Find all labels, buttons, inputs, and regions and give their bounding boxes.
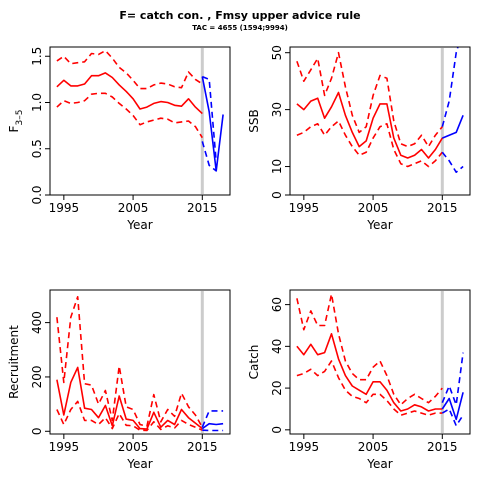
panel-1-x-tick-label: 1995 <box>49 201 80 215</box>
panel-3-x-axis-title: Year <box>126 457 152 471</box>
panel-1-historical-bound-line-3 <box>57 93 202 137</box>
panel-4-projection-bound-line-5 <box>442 353 463 405</box>
panel-4: 1995 2005 2015 0 20 40 60 Year Catch <box>247 290 470 471</box>
panel-3-historical-bound-line-3 <box>57 401 202 430</box>
panel-2-y-tick-label: 0 <box>270 191 284 199</box>
panel-4-y-tick-label: 20 <box>270 380 284 395</box>
panel-3-y-tick-label: 400 <box>30 311 44 334</box>
panel-4-y-tick-label: 0 <box>270 426 284 434</box>
panel-3-series-group <box>57 297 223 431</box>
panel-1-y-axis-title: F3–5 <box>7 110 25 133</box>
panel-3-x-tick-label: 1995 <box>49 440 80 454</box>
panel-1-y-tick-label: 1.0 <box>30 93 44 112</box>
panel-1-y-tick-label: 1.5 <box>30 47 44 66</box>
panel-1-historical-estimate-line-1 <box>57 73 202 114</box>
panel-2-projection-estimate-line-4 <box>442 115 463 138</box>
panel-2-y-tick-label: 10 <box>270 159 284 174</box>
panel-2-projection-bound-line-6 <box>442 152 463 172</box>
panel-1-historical-bound-line-2 <box>57 51 202 89</box>
panel-4-x-axis-title: Year <box>366 457 392 471</box>
panel-3-projection-estimate-line-4 <box>202 424 223 429</box>
panel-1-y-tick-label: 0.5 <box>30 139 44 158</box>
panel-2-y-axis-title: SSB <box>247 109 261 132</box>
panel-4-x-tick-label: 1995 <box>289 440 320 454</box>
panel-2-y-tick-label: 50 <box>270 45 284 60</box>
panel-4-x-tick-label: 2015 <box>427 440 458 454</box>
panel-3-y-axis-title: Recruitment <box>7 325 21 399</box>
panel-1-y-tick-label: 0.0 <box>30 185 44 204</box>
panel-4-x-tick-label: 2005 <box>358 440 389 454</box>
panel-3-historical-bound-line-2 <box>57 297 202 427</box>
panel-1-y-axis-title-subscript: 3–5 <box>15 110 25 126</box>
panel-1-x-axis-title: Year <box>126 218 152 232</box>
panel-2-y-tick-label: 30 <box>270 102 284 117</box>
panel-3-x-tick-label: 2005 <box>118 440 149 454</box>
panel-2-projection-bound-line-5 <box>442 30 463 127</box>
panel-2-x-axis-title: Year <box>366 218 392 232</box>
panel-2-x-tick-label: 1995 <box>289 201 320 215</box>
panel-1-x-tick-label: 2005 <box>118 201 149 215</box>
panel-4-y-tick-label: 60 <box>270 297 284 312</box>
figure-title: F= catch con. , Fmsy upper advice rule <box>0 9 480 22</box>
panel-1-x-tick-label: 2015 <box>187 201 218 215</box>
panel-4-y-axis-title: Catch <box>247 345 261 380</box>
panel-1-series-group <box>57 51 223 171</box>
figure-subtitle: TAC = 4655 (1594;9994) <box>0 24 480 32</box>
panel-4-projection-bound-line-6 <box>442 409 463 426</box>
panel-1: 1995 2005 2015 0.0 0.5 1.0 1.5 Year F3–5 <box>6 47 230 232</box>
panel-3: 1995 2005 2015 0 200 400 Year Recruitment <box>7 290 230 471</box>
panel-4-y-tick-label: 40 <box>270 339 284 354</box>
panel-3-x-tick-label: 2015 <box>187 440 218 454</box>
panel-3-y-tick-label: 0 <box>30 427 44 435</box>
panel-2: 1995 2005 2015 0 10 30 50 Year SSB <box>247 30 470 232</box>
panel-4-series-group <box>297 294 463 426</box>
panel-2-x-tick-label: 2015 <box>427 201 458 215</box>
panel-3-y-tick-label: 200 <box>30 365 44 388</box>
panel-2-x-tick-label: 2005 <box>358 201 389 215</box>
panel-2-series-group <box>297 30 463 172</box>
